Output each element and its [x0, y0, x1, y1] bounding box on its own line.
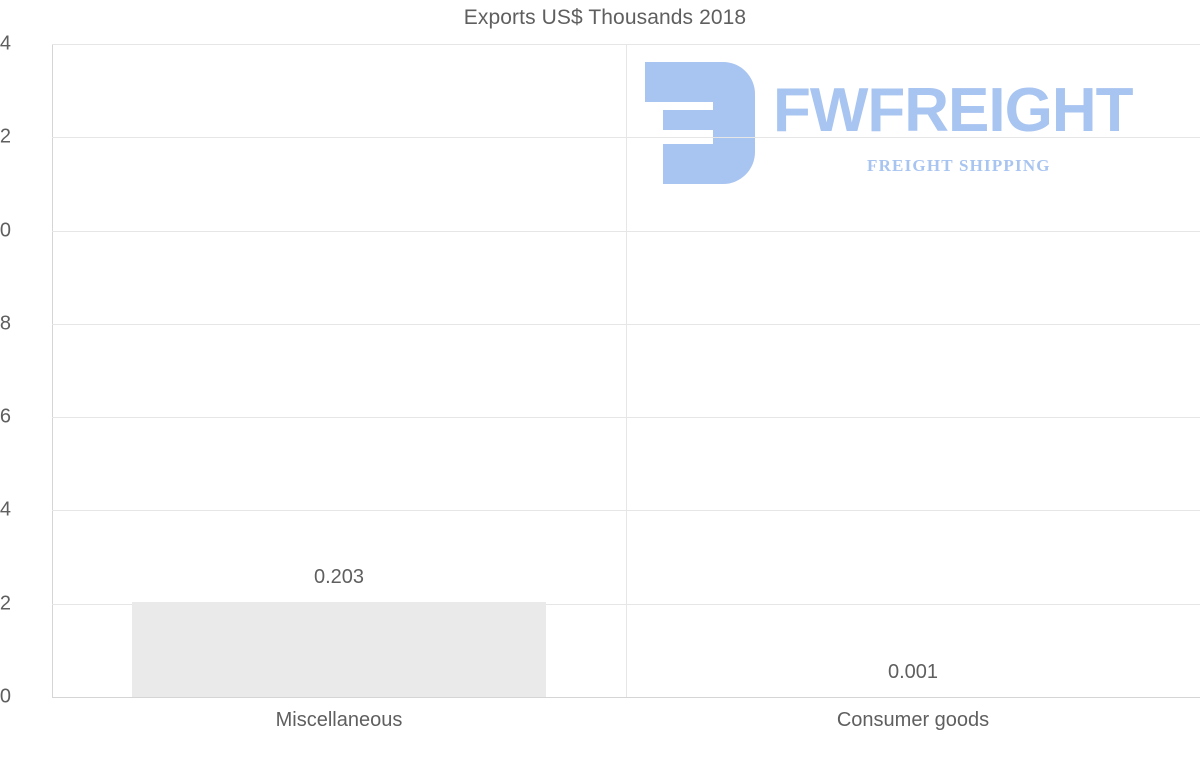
gridline-vertical: [626, 44, 627, 697]
y-tick-label: 1,2: [0, 125, 11, 148]
y-tick-label: 1,4: [0, 32, 11, 55]
plot-area: 0.203 0.001: [52, 44, 1200, 698]
y-tick-label: 0,8: [0, 312, 11, 335]
y-tick-label: 0: [0, 685, 11, 708]
x-tick-label: Miscellaneous: [275, 709, 403, 731]
y-tick-label: 0,2: [0, 592, 11, 615]
bar[interactable]: [132, 602, 546, 697]
y-tick-label: 0,4: [0, 498, 11, 521]
bar-value-label: 0.001: [887, 661, 939, 683]
y-axis-line: [52, 44, 53, 698]
gridline-horizontal: [52, 697, 1200, 698]
bar-value-label: 0.203: [313, 566, 365, 588]
y-tick-label: 0,6: [0, 405, 11, 428]
chart-title: Exports US$ Thousands 2018: [463, 6, 747, 29]
y-tick-label: 1,0: [0, 219, 11, 242]
x-tick-label: Consumer goods: [836, 709, 990, 731]
